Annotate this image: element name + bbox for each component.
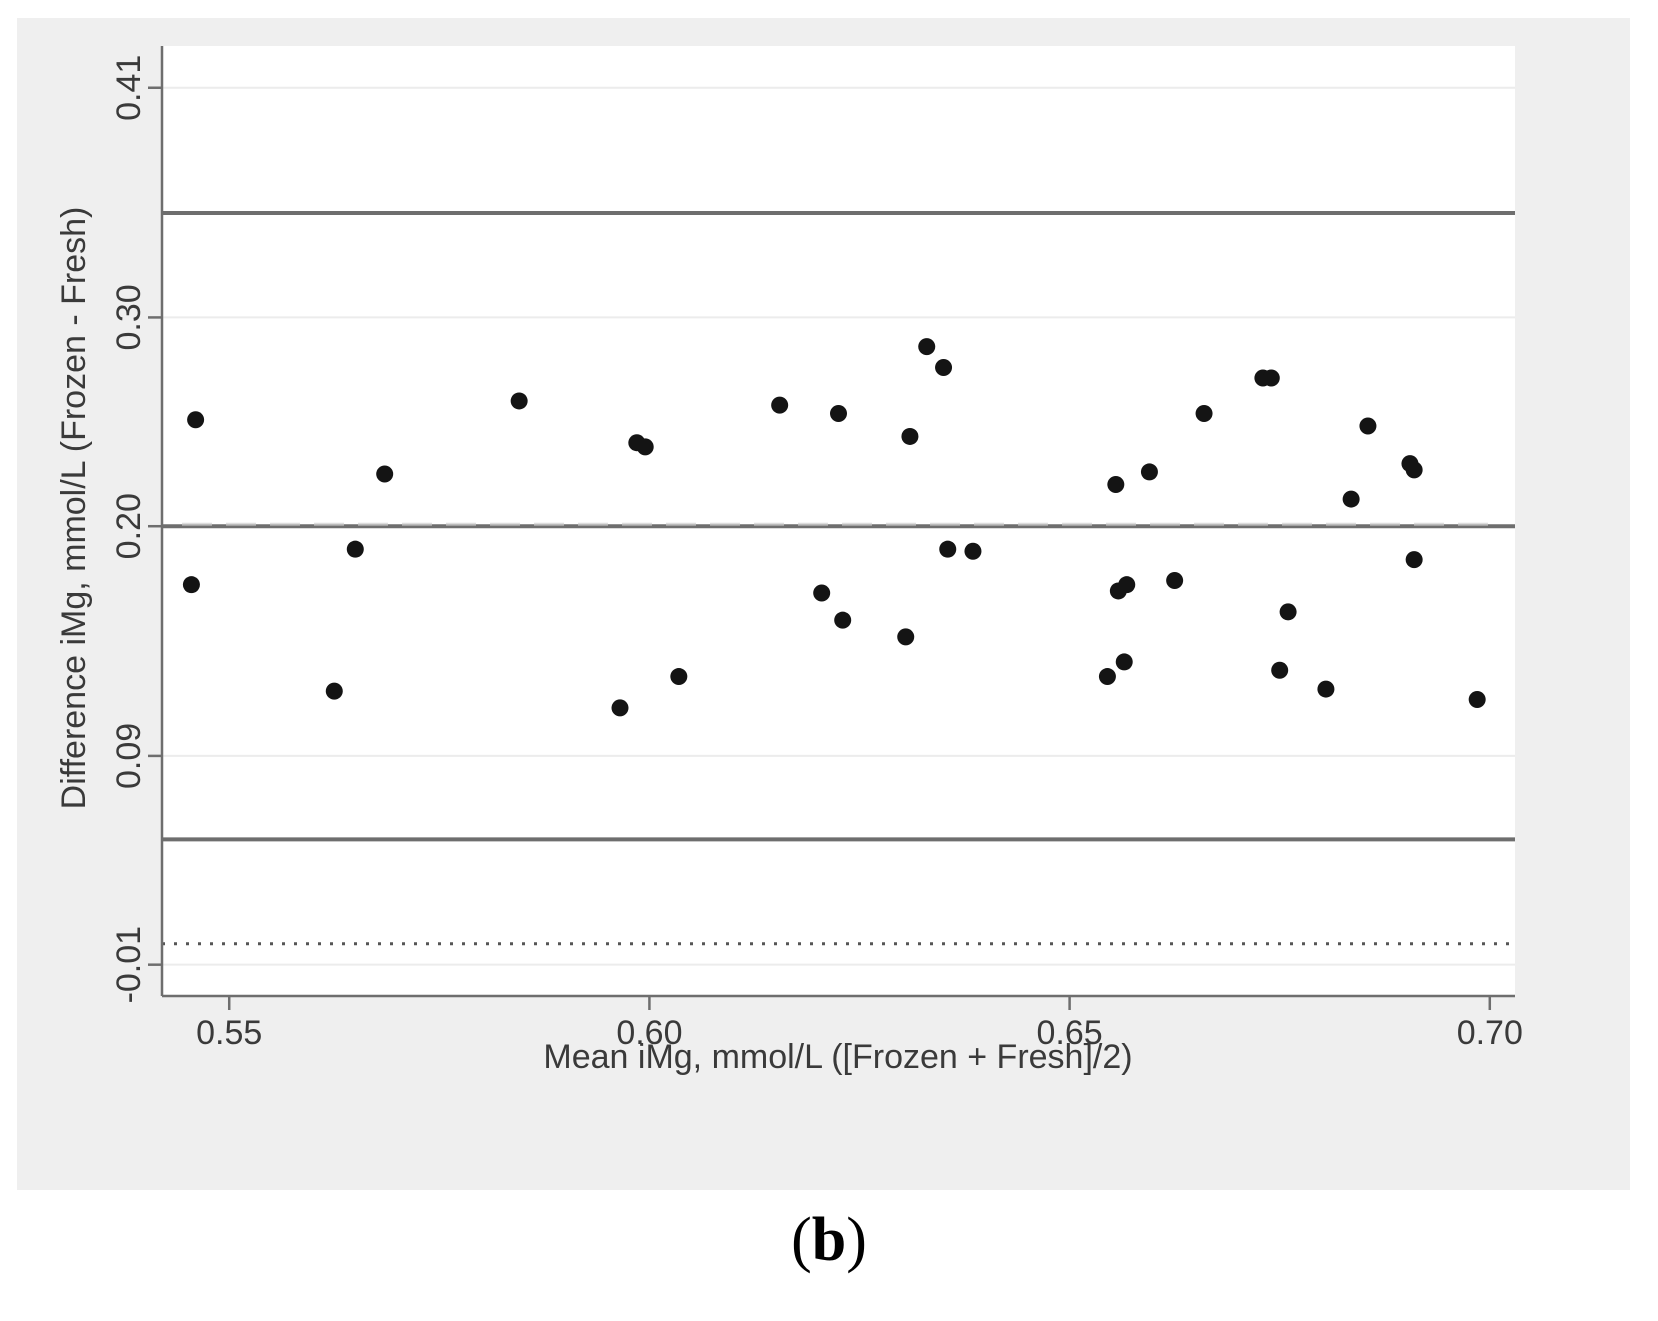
data-point bbox=[1317, 680, 1335, 698]
data-point bbox=[918, 338, 936, 356]
data-point bbox=[670, 668, 688, 686]
data-point bbox=[1279, 603, 1297, 621]
y-tick-label: 0.30 bbox=[110, 284, 148, 350]
y-tick-label: 0.41 bbox=[110, 55, 148, 121]
data-point bbox=[1405, 461, 1423, 479]
data-point bbox=[611, 699, 629, 717]
data-point bbox=[1359, 417, 1377, 435]
data-point bbox=[1118, 576, 1136, 594]
data-points bbox=[182, 338, 1486, 717]
data-point bbox=[1468, 691, 1486, 709]
data-point bbox=[901, 427, 919, 445]
axes bbox=[160, 46, 1515, 998]
y-axis-title: Difference iMg, mmol/L (Frozen - Fresh) bbox=[55, 207, 93, 810]
data-point bbox=[1107, 475, 1125, 493]
x-tick-label: 0.60 bbox=[616, 1014, 682, 1052]
data-point bbox=[813, 584, 831, 602]
data-point bbox=[939, 540, 957, 558]
data-point bbox=[1195, 404, 1213, 422]
bland-altman-plot: -0.01 0.09 0.20 0.30 0.41 0.55 0.60 0.65 0.70 Me… bbox=[55, 46, 1523, 1076]
data-point bbox=[187, 411, 205, 429]
data-point bbox=[1262, 369, 1280, 387]
panel-label-close: ) bbox=[846, 1206, 867, 1274]
x-tick-label: 0.55 bbox=[196, 1014, 262, 1052]
y-tick-label: -0.01 bbox=[110, 926, 148, 1004]
data-point bbox=[1271, 661, 1289, 679]
data-point bbox=[834, 611, 852, 629]
data-point bbox=[771, 396, 789, 414]
panel-label-letter: b bbox=[811, 1206, 847, 1274]
data-point bbox=[376, 465, 394, 483]
data-point bbox=[964, 542, 982, 560]
panel-label: (b) bbox=[0, 1205, 1658, 1276]
x-tick-label: 0.70 bbox=[1457, 1014, 1523, 1052]
panel-label-open: ( bbox=[791, 1206, 812, 1274]
x-tick-label: 0.65 bbox=[1037, 1014, 1103, 1052]
data-point bbox=[1405, 551, 1423, 569]
data-point bbox=[1098, 668, 1116, 686]
data-point bbox=[1342, 490, 1360, 508]
data-point bbox=[897, 628, 915, 646]
data-point bbox=[346, 540, 364, 558]
y-tick-label: 0.09 bbox=[110, 723, 148, 789]
y-tick-label: 0.20 bbox=[110, 493, 148, 559]
reference-lines bbox=[162, 211, 1515, 946]
data-point bbox=[182, 576, 200, 594]
data-point bbox=[1166, 572, 1184, 590]
data-point bbox=[510, 392, 528, 410]
data-point bbox=[325, 682, 343, 700]
data-point bbox=[636, 438, 654, 456]
data-point bbox=[1115, 653, 1133, 671]
plot-area bbox=[162, 46, 1515, 996]
chart-frame: -0.01 0.09 0.20 0.30 0.41 0.55 0.60 0.65 0.70 Me… bbox=[17, 18, 1630, 1190]
ticks: -0.01 0.09 0.20 0.30 0.41 0.55 0.60 0.65 0.70 bbox=[110, 55, 1523, 1052]
x-axis-title: Mean iMg, mmol/L ([Frozen + Fresh]/2) bbox=[543, 1038, 1132, 1076]
data-point bbox=[830, 404, 847, 422]
data-point bbox=[1140, 463, 1158, 481]
data-point bbox=[935, 359, 953, 377]
